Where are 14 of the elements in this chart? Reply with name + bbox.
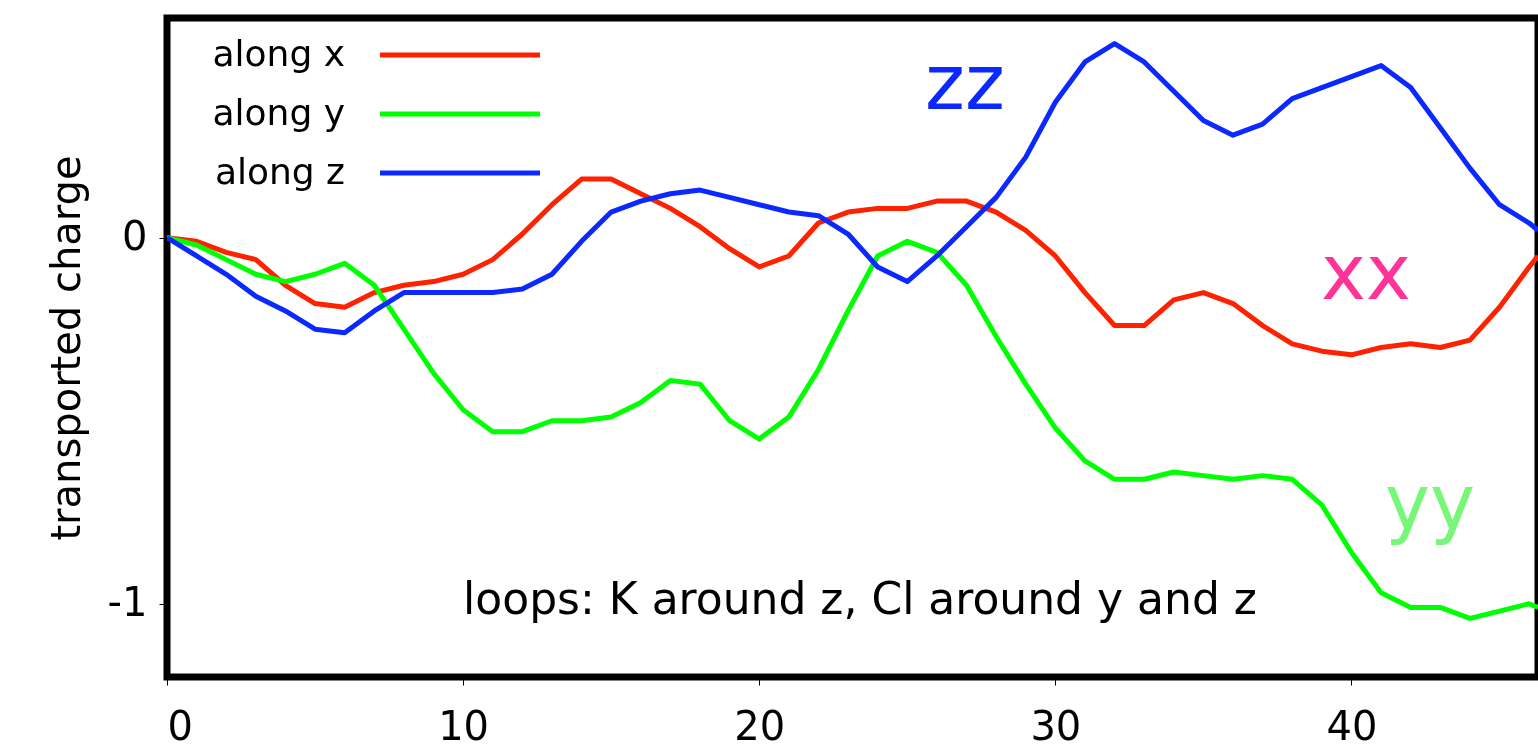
- legend-label: along z: [214, 151, 345, 192]
- annotation: loops: K around z, Cl around y and z: [463, 573, 1257, 624]
- legend-label: along x: [212, 33, 345, 74]
- legend-label: along y: [212, 92, 345, 133]
- x-tick-label: 20: [734, 702, 786, 749]
- x-tick-label: 0: [167, 702, 193, 749]
- x-tick-label: 30: [1030, 702, 1082, 749]
- annotation: yy: [1385, 458, 1475, 547]
- y-axis-title: transported charge: [42, 155, 89, 541]
- y-tick-label: -1: [107, 579, 148, 626]
- annotation: xx: [1321, 228, 1411, 317]
- annotation: zz: [925, 38, 1005, 127]
- x-tick-label: 10: [438, 702, 490, 749]
- x-tick-label: 40: [1326, 702, 1378, 749]
